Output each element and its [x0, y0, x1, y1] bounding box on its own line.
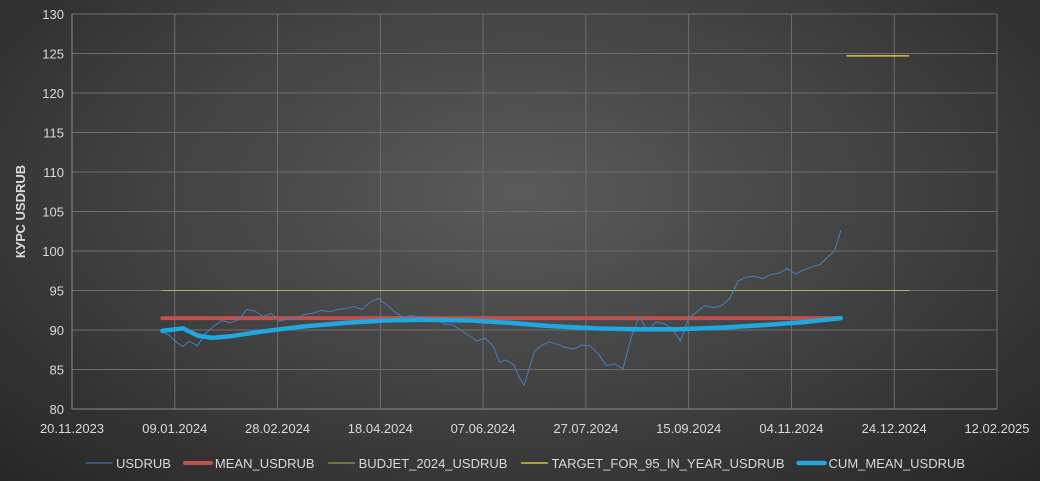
legend-label: MEAN_USDRUB [215, 456, 315, 471]
x-tick-label: 20.11.2023 [40, 421, 104, 436]
x-tick-label: 24.12.2024 [862, 421, 927, 436]
legend: USDRUB MEAN_USDRUB BUDJET_2024_USDRUB TARGE… [85, 456, 966, 471]
y-tick-label: 80 [50, 402, 64, 417]
x-tick-label: 04.11.2024 [759, 421, 823, 436]
x-tick-label: 12.02.2025 [964, 421, 1029, 436]
y-tick-label: 95 [50, 284, 64, 299]
x-tick-label: 27.07.2024 [553, 421, 618, 436]
x-tick-label: 07.06.2024 [451, 421, 516, 436]
y-tick-label: 85 [50, 363, 64, 378]
series-lines [160, 55, 910, 386]
series-line-cum-mean-usdrub [160, 315, 844, 341]
x-tick-label: 15.09.2024 [656, 421, 721, 436]
y-tick-label: 115 [43, 126, 64, 141]
x-tick-label: 09.01.2024 [142, 421, 207, 436]
y-tick-label: 105 [42, 205, 64, 220]
legend-label: TARGET_FOR_95_IN_YEAR_USDRUB [551, 456, 784, 471]
y-tick-label: 120 [42, 86, 64, 101]
legend-label: BUDJET_2024_USDRUB [359, 456, 508, 471]
y-tick-label: 90 [50, 323, 64, 338]
y-tick-label: 110 [43, 165, 64, 180]
x-tick-label: 18.04.2024 [348, 421, 413, 436]
series-line-usdrub [161, 230, 842, 386]
axes [71, 14, 997, 410]
legend-label: USDRUB [116, 456, 171, 471]
x-tick-labels: 20.11.2023 09.01.2024 28.02.2024 18.04.2024… [40, 421, 1030, 436]
grid-lines [71, 13, 998, 410]
y-axis-title: КУРС USDRUB [13, 165, 28, 258]
y-tick-label: 125 [42, 47, 64, 62]
y-tick-label: 130 [42, 7, 64, 22]
y-tick-label: 100 [42, 244, 64, 259]
y-tick-labels: 80 85 90 95 100 105 110 115 120 125 130 [42, 7, 64, 417]
legend-label: CUM_MEAN_USDRUB [829, 456, 966, 471]
x-tick-label: 28.02.2024 [245, 421, 310, 436]
